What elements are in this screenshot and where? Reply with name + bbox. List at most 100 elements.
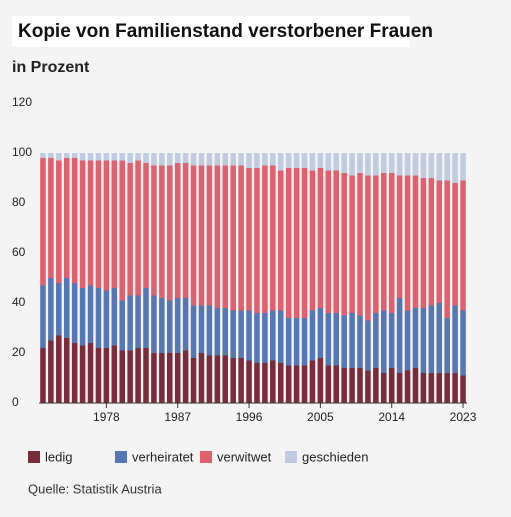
bar-segment (341, 315, 347, 368)
y-tick-label: 0 (12, 395, 19, 409)
bar-segment (143, 348, 149, 403)
bar-segment (95, 160, 102, 288)
bar-segment (254, 313, 260, 363)
bar-segment (365, 153, 371, 176)
bar-segment (48, 278, 54, 341)
bar-segment (436, 303, 443, 373)
bar-segment (388, 173, 395, 313)
bar-segment (373, 175, 379, 313)
x-tick-label: 1978 (93, 410, 120, 424)
bar-segment (309, 170, 316, 311)
bar-segment (396, 153, 403, 176)
bar-segment (71, 158, 78, 283)
bar-segment (428, 305, 435, 373)
bar-segment (293, 168, 300, 318)
x-tick-label: 1987 (164, 410, 191, 424)
bar-segment (301, 318, 308, 366)
bar-segment (388, 368, 395, 403)
bar-segment (452, 305, 458, 373)
bar-segment (222, 355, 229, 403)
source: Quelle: Statistik Austria (28, 481, 162, 496)
bar-segment (262, 165, 268, 313)
bar-segment (95, 348, 102, 403)
bar-segment (206, 165, 213, 306)
bar-segment (79, 345, 86, 403)
bar-segment (87, 153, 94, 161)
bar-segment (333, 313, 339, 366)
bar-segment (238, 358, 244, 403)
bar-segment (103, 160, 110, 291)
bar-segment (388, 153, 395, 173)
bar-segment (63, 338, 70, 403)
bar-segment (222, 308, 229, 356)
bar-segment (238, 153, 244, 166)
bar-segment (206, 153, 213, 166)
bar-segment (119, 350, 125, 403)
bar-segment (420, 308, 427, 373)
bar-segment (40, 153, 46, 158)
bar-segment (127, 153, 133, 163)
bar-segment (357, 153, 363, 173)
bar-segment (333, 365, 339, 403)
legend-swatch (285, 451, 297, 463)
bar-segment (79, 153, 86, 161)
bar-segment (357, 315, 363, 368)
bar-segment (270, 360, 276, 403)
bar-segment (71, 283, 78, 343)
bar-segment (40, 348, 46, 403)
bar-segment (167, 300, 173, 353)
bar-segment (270, 165, 276, 311)
bar-segment (420, 178, 427, 308)
bar-segment (127, 163, 133, 296)
bar-segment (270, 310, 276, 361)
bar-segment (79, 160, 86, 288)
bar-segment (452, 373, 458, 403)
bar-segment (48, 153, 54, 158)
bar-segment (317, 358, 324, 403)
bar-segment (159, 153, 165, 166)
bar-segment (404, 153, 411, 176)
bar-segment (182, 163, 189, 298)
legend-swatch (28, 451, 40, 463)
bar-segment (317, 153, 324, 168)
bar-segment (56, 153, 62, 161)
bar-segment (214, 355, 221, 403)
chart-title: Kopie von Familienstand verstorbener Fra… (18, 21, 433, 42)
bar-segment (460, 375, 466, 403)
bar-segment (119, 160, 125, 301)
bar-segment (246, 310, 252, 361)
bar-segment (56, 160, 62, 283)
bar-segment (48, 158, 54, 278)
bar-segment (230, 358, 236, 403)
y-tick-label: 120 (12, 95, 32, 109)
bar-segment (71, 343, 78, 403)
bar-segment (444, 153, 450, 181)
bar-segment (301, 365, 308, 403)
bar-segment (412, 153, 419, 176)
bar-segment (404, 175, 411, 311)
legend-label: ledig (45, 449, 72, 464)
bar-segment (317, 168, 324, 308)
bar-segment (87, 160, 94, 286)
bar-segment (325, 365, 332, 403)
bar-segment (428, 373, 435, 403)
bar-segment (198, 153, 205, 166)
y-tick-label: 40 (12, 295, 26, 309)
bar-segment (285, 168, 292, 318)
bar-segment (357, 368, 363, 403)
bar-segment (365, 320, 371, 371)
bar-segment (301, 153, 308, 168)
legend-label: verwitwet (217, 449, 272, 464)
bar-segment (325, 313, 332, 366)
bar-segment (111, 288, 118, 346)
bar-segment (277, 170, 284, 311)
bar-segment (103, 348, 110, 403)
bar-segment (48, 340, 54, 403)
bar-segment (167, 353, 173, 403)
bar-segment (444, 373, 450, 403)
legend-label: verheiratet (132, 449, 194, 464)
x-tick-label: 2023 (450, 410, 477, 424)
bar-segment (381, 373, 387, 403)
bar-segment (111, 153, 118, 161)
